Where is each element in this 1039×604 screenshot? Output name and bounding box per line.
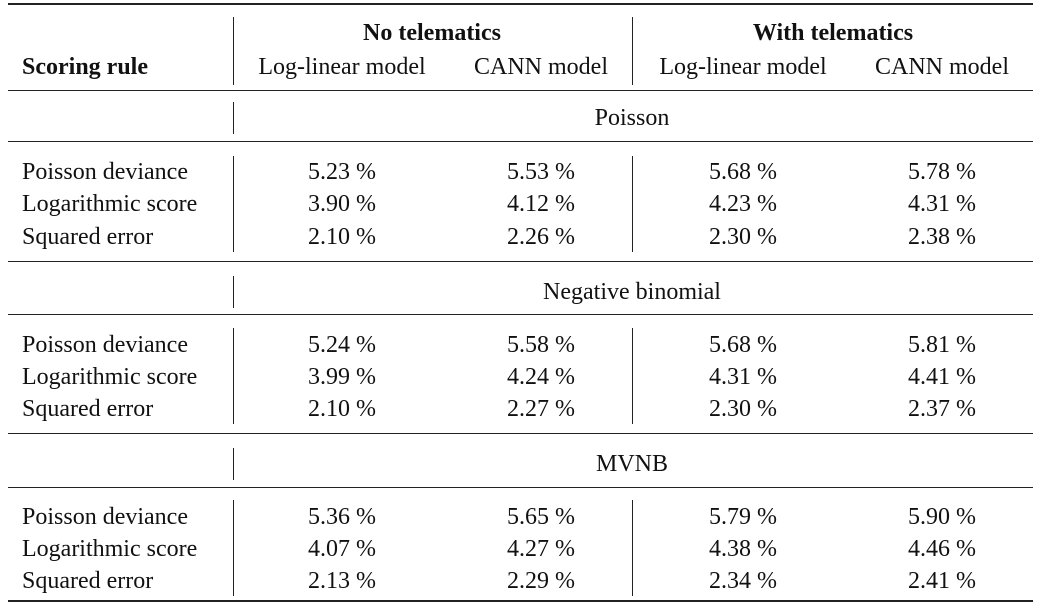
table-cell: 5.53 %	[507, 159, 575, 185]
table-cell: 2.30 %	[709, 224, 777, 250]
row-divider-left	[233, 328, 235, 424]
section-rule	[8, 487, 1033, 489]
table-cell: 4.41 %	[908, 364, 976, 390]
section-end-rule	[8, 433, 1033, 435]
table-cell: 5.90 %	[908, 504, 976, 530]
table-cell: 2.13 %	[308, 568, 376, 594]
table-cell: 4.24 %	[507, 364, 575, 390]
table-cell: 2.37 %	[908, 396, 976, 422]
top-rule	[8, 3, 1033, 5]
table-cell: 2.26 %	[507, 224, 575, 250]
bottom-rule	[8, 600, 1033, 602]
row-label: Squared error	[22, 224, 154, 250]
column-header-loglinear-with: Log-linear model	[659, 54, 827, 80]
table-cell: 2.29 %	[507, 568, 575, 594]
row-divider-mid	[632, 500, 634, 596]
table-cell: 5.81 %	[908, 332, 976, 358]
header-rule	[8, 90, 1033, 92]
table-cell: 4.27 %	[507, 536, 575, 562]
group-header-no-telematics: No telematics	[363, 20, 501, 46]
section-title: Poisson	[594, 105, 670, 131]
column-header-loglinear-no: Log-linear model	[258, 54, 426, 80]
row-label: Poisson deviance	[22, 159, 188, 185]
row-label: Logarithmic score	[22, 536, 198, 562]
section-divider	[233, 102, 235, 134]
table-cell: 5.78 %	[908, 159, 976, 185]
row-label: Logarithmic score	[22, 364, 198, 390]
table-cell: 4.23 %	[709, 191, 777, 217]
table-cell: 2.41 %	[908, 568, 976, 594]
row-divider-mid	[632, 156, 634, 252]
table-cell: 2.38 %	[908, 224, 976, 250]
table-cell: 4.12 %	[507, 191, 575, 217]
table-cell: 5.36 %	[308, 504, 376, 530]
table-cell: 4.46 %	[908, 536, 976, 562]
table-cell: 4.31 %	[709, 364, 777, 390]
table-cell: 5.68 %	[709, 159, 777, 185]
row-label: Poisson deviance	[22, 504, 188, 530]
table-cell: 2.10 %	[308, 396, 376, 422]
section-end-rule	[8, 261, 1033, 263]
table-cell: 5.68 %	[709, 332, 777, 358]
section-rule	[8, 141, 1033, 143]
table-cell: 5.23 %	[308, 159, 376, 185]
table-cell: 3.99 %	[308, 364, 376, 390]
table-cell: 2.34 %	[709, 568, 777, 594]
table-cell: 4.07 %	[308, 536, 376, 562]
row-label: Poisson deviance	[22, 332, 188, 358]
row-label: Squared error	[22, 568, 154, 594]
section-title: MVNB	[595, 451, 669, 477]
header-divider-left	[233, 17, 235, 85]
table-cell: 5.58 %	[507, 332, 575, 358]
row-label: Squared error	[22, 396, 154, 422]
section-rule	[8, 314, 1033, 316]
table-cell: 5.79 %	[709, 504, 777, 530]
row-divider-left	[233, 156, 235, 252]
table-cell: 4.31 %	[908, 191, 976, 217]
table-cell: 3.90 %	[308, 191, 376, 217]
column-header-cann-no: CANN model	[474, 54, 608, 80]
table-cell: 2.30 %	[709, 396, 777, 422]
row-divider-mid	[632, 328, 634, 424]
column-header-cann-with: CANN model	[875, 54, 1009, 80]
section-divider	[233, 448, 235, 480]
row-divider-left	[233, 500, 235, 596]
table-cell: 2.27 %	[507, 396, 575, 422]
group-header-with-telematics: With telematics	[752, 20, 914, 46]
header-divider-mid	[632, 17, 634, 85]
table-cell: 5.65 %	[507, 504, 575, 530]
table-cell: 4.38 %	[709, 536, 777, 562]
table-cell: 5.24 %	[308, 332, 376, 358]
section-title: Negative binomial	[543, 279, 721, 305]
row-label: Logarithmic score	[22, 191, 198, 217]
table-cell: 2.10 %	[308, 224, 376, 250]
section-divider	[233, 276, 235, 308]
column-header-scoring-rule: Scoring rule	[22, 54, 148, 80]
